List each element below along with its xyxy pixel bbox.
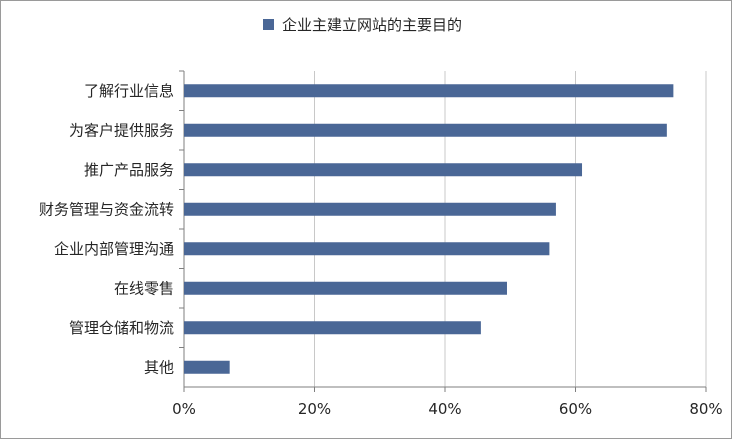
bar — [184, 281, 507, 295]
x-tick-label: 80% — [689, 400, 722, 418]
category-label: 管理仓储和物流 — [69, 319, 174, 337]
bar — [184, 242, 550, 256]
bar — [184, 84, 674, 98]
bar — [184, 123, 667, 137]
category-label: 了解行业信息 — [84, 82, 174, 100]
x-tick-label: 20% — [298, 400, 331, 418]
bar — [184, 321, 481, 335]
category-label: 企业内部管理沟通 — [54, 240, 174, 258]
category-label: 为客户提供服务 — [69, 121, 174, 139]
bar — [184, 163, 583, 177]
bar — [184, 202, 556, 216]
legend-label: 企业主建立网站的主要目的 — [282, 15, 463, 34]
x-tick-label: 0% — [172, 400, 196, 418]
category-label: 其他 — [144, 358, 174, 376]
chart-legend: 企业主建立网站的主要目的 — [263, 13, 462, 35]
bar — [184, 360, 230, 374]
category-label: 在线零售 — [114, 279, 174, 297]
category-label: 财务管理与资金流转 — [39, 200, 174, 218]
category-label: 推广产品服务 — [84, 161, 174, 179]
x-tick-label: 40% — [428, 400, 461, 418]
x-tick-label: 60% — [559, 400, 592, 418]
legend-swatch — [263, 18, 274, 30]
